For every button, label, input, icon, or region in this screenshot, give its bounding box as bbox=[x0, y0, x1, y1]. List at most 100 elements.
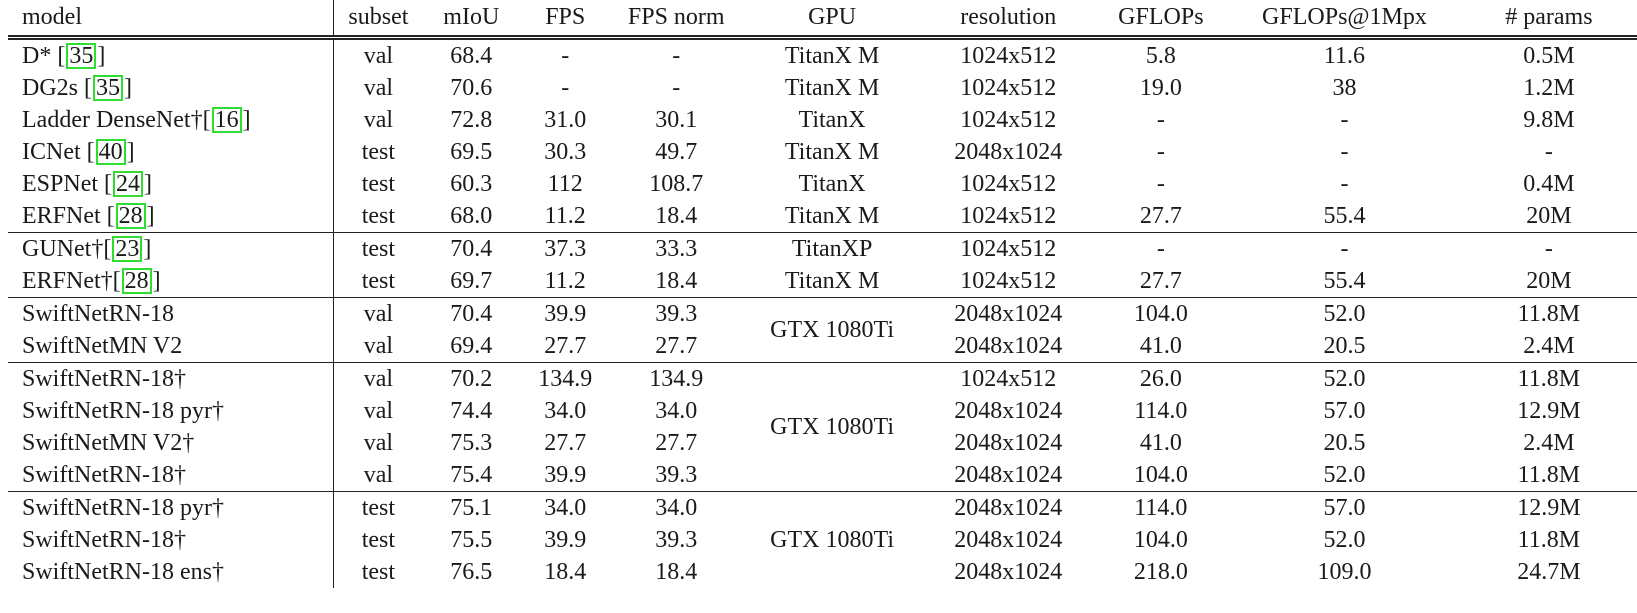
cell-gpu: TitanX M bbox=[784, 268, 880, 294]
cell-resolution: 1024x512 bbox=[922, 362, 1094, 395]
model-name: ERFNet†[ bbox=[22, 268, 121, 294]
cell-miou: 70.4 bbox=[423, 297, 520, 330]
model-name: ERFNet [ bbox=[22, 203, 115, 229]
cell-fps-norm: 18.4 bbox=[655, 268, 698, 294]
cell-model: SwiftNetMN V2† bbox=[8, 427, 334, 459]
citation-link[interactable]: 28 bbox=[121, 268, 152, 294]
citation-bracket: ] bbox=[143, 236, 152, 262]
model-name: DG2s [ bbox=[22, 75, 92, 101]
cell-model: D* [35] bbox=[8, 37, 334, 72]
cell-miou: 68.4 bbox=[423, 37, 520, 72]
cell-params: 11.8M bbox=[1517, 462, 1581, 488]
cell-model: SwiftNetRN-18† bbox=[8, 459, 334, 492]
model-name: ICNet [ bbox=[22, 139, 95, 165]
cell-params: 2.4M bbox=[1523, 430, 1575, 456]
cell-model: ICNet [40] bbox=[8, 136, 334, 168]
cell-miou: 75.3 bbox=[450, 430, 493, 456]
header-miou: mIoU bbox=[423, 0, 520, 40]
cell-model: SwiftNetRN-18 pyr† bbox=[8, 491, 334, 524]
cell-subset: test bbox=[361, 203, 396, 229]
cell-gpu-merged: GTX 1080Ti bbox=[741, 362, 923, 492]
cell-params: 12.9M bbox=[1460, 491, 1637, 524]
citation-link[interactable]: 23 bbox=[112, 236, 143, 262]
cell-gflops: 104.0 bbox=[1133, 462, 1188, 488]
cell-gflops-1mpx: 52.0 bbox=[1323, 462, 1366, 488]
model-name: SwiftNetRN-18 ens† bbox=[22, 559, 224, 585]
cell-resolution: 2048x1024 bbox=[954, 139, 1063, 165]
cell-resolution: 2048x1024 bbox=[954, 398, 1063, 424]
header-params: # params bbox=[1460, 0, 1637, 40]
citation-link[interactable]: 24 bbox=[113, 171, 143, 197]
cell-params: 9.8M bbox=[1523, 107, 1575, 133]
model-name: GUNet†[ bbox=[22, 236, 112, 262]
header-gflops-1mpx: GFLOPs@1Mpx bbox=[1228, 0, 1461, 40]
cell-params: - bbox=[1460, 232, 1637, 265]
cell-params: 12.9M bbox=[1517, 398, 1581, 424]
cell-fps: 31.0 bbox=[544, 107, 587, 133]
cell-gflops: 104.0 bbox=[1133, 527, 1188, 553]
citation-link[interactable]: 35 bbox=[66, 43, 97, 69]
citation-bracket: ] bbox=[124, 75, 132, 101]
cell-subset: val bbox=[363, 107, 394, 133]
cell-fps: 39.9 bbox=[544, 462, 587, 488]
cell-gpu: TitanXP bbox=[741, 232, 923, 265]
table-row: SwiftNetMN V2† val 75.3 27.7 27.7 2048x1024 41… bbox=[8, 427, 1637, 459]
cell-fps-norm: 34.0 bbox=[611, 491, 742, 524]
model-name: D* [ bbox=[22, 43, 66, 69]
cell-model: SwiftNetRN-18† bbox=[8, 362, 334, 395]
model-name: SwiftNetRN-18 pyr† bbox=[22, 495, 224, 521]
cell-gflops-1mpx: - bbox=[1340, 107, 1349, 133]
cell-fps-norm: - bbox=[611, 37, 742, 72]
cell-gflops: 19.0 bbox=[1139, 75, 1182, 101]
citation-link[interactable]: 28 bbox=[115, 203, 146, 229]
cell-fps-norm: 39.3 bbox=[655, 462, 698, 488]
cell-miou: 75.1 bbox=[423, 491, 520, 524]
cell-fps: 134.9 bbox=[519, 362, 612, 395]
cell-gpu-merged: GTX 1080Ti bbox=[741, 297, 923, 363]
cell-gpu: TitanX M bbox=[784, 203, 880, 229]
cell-subset: test bbox=[361, 527, 396, 553]
cell-fps: 27.7 bbox=[544, 333, 587, 359]
cell-fps-norm: 18.4 bbox=[655, 559, 698, 585]
cell-fps: 34.0 bbox=[544, 398, 587, 424]
citation-link[interactable]: 40 bbox=[95, 139, 126, 165]
table-row: ERFNet [28] test 68.0 11.2 18.4 TitanX M 1024x… bbox=[8, 200, 1637, 233]
table-row: SwiftNetMN V2 val 69.4 27.7 27.7 2048x1024 41.… bbox=[8, 330, 1637, 363]
table-row: SwiftNetRN-18 pyr† test 75.1 34.0 34.0 GTX 10… bbox=[8, 491, 1637, 588]
citation-link[interactable]: 16 bbox=[211, 107, 242, 133]
cell-resolution: 2048x1024 bbox=[954, 430, 1063, 456]
cell-gflops: - bbox=[1093, 232, 1229, 265]
cell-params: 1.2M bbox=[1523, 75, 1575, 101]
cell-gflops: 114.0 bbox=[1093, 491, 1229, 524]
citation-link[interactable]: 35 bbox=[93, 75, 123, 101]
cell-resolution: 2048x1024 bbox=[954, 333, 1063, 359]
table-row: D* [35] val 68.4- - TitanX M 1024x512 5.8 11.6 0… bbox=[8, 37, 1637, 72]
cell-model: ESPNet [24] bbox=[8, 168, 334, 200]
cell-fps: 112 bbox=[547, 171, 583, 197]
cell-resolution: 1024x512 bbox=[960, 107, 1057, 133]
cell-gflops: 41.0 bbox=[1139, 333, 1182, 359]
cell-subset: test bbox=[333, 491, 424, 524]
model-name: SwiftNetRN-18 pyr† bbox=[22, 398, 224, 424]
header-gpu: GPU bbox=[741, 0, 923, 40]
cell-subset: test bbox=[361, 171, 396, 197]
cell-resolution: 1024x512 bbox=[922, 232, 1094, 265]
table-row: SwiftNetRN-18† val 70.2 134.9 134.9 GTX 1080T… bbox=[8, 362, 1637, 492]
cell-fps: 11.2 bbox=[544, 268, 586, 294]
cell-gflops-1mpx: 52.0 bbox=[1323, 527, 1366, 553]
cell-resolution: 1024x512 bbox=[922, 37, 1094, 72]
cell-resolution: 2048x1024 bbox=[954, 527, 1063, 553]
table-row: SwiftNetRN-18 val 70.4 39.9 39.3 GTX 1080Ti 20… bbox=[8, 297, 1637, 363]
cell-miou: 70.4 bbox=[423, 232, 520, 265]
cell-gflops: 114.0 bbox=[1134, 398, 1188, 424]
header-fps-norm: FPS norm bbox=[611, 0, 742, 40]
cell-fps: 18.4 bbox=[544, 559, 587, 585]
cell-params: 0.4M bbox=[1523, 171, 1575, 197]
cell-fps: 27.7 bbox=[544, 430, 587, 456]
cell-subset: test bbox=[361, 139, 396, 165]
cell-model: ERFNet [28] bbox=[8, 200, 334, 233]
cell-gflops-1mpx: 20.5 bbox=[1323, 333, 1366, 359]
table-row: ERFNet†[28] test 69.7 11.2 18.4 TitanX M 1024x… bbox=[8, 265, 1637, 298]
cell-fps-norm: 34.0 bbox=[655, 398, 698, 424]
cell-subset: val bbox=[333, 37, 424, 72]
